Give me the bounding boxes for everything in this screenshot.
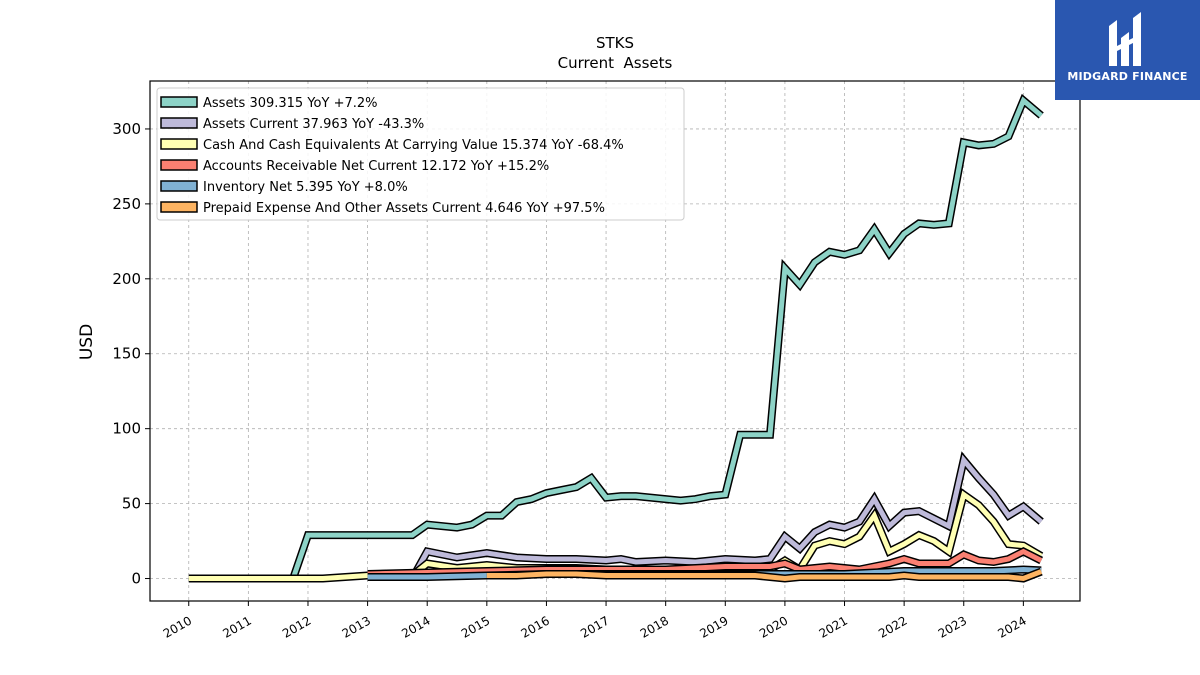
x-tick-label: 2021 (817, 613, 850, 640)
legend-swatch (160, 117, 198, 129)
x-tick-label: 2019 (697, 613, 730, 640)
x-tick-label: 2016 (518, 613, 551, 640)
y-tick-label: 0 (131, 570, 141, 588)
y-tick-label: 100 (112, 420, 141, 438)
legend: Assets 309.315 YoY +7.2% Assets Current 3… (156, 87, 685, 221)
y-tick-label: 300 (112, 120, 141, 138)
x-tick-label: 2020 (757, 613, 790, 640)
y-tick-label: 250 (112, 195, 141, 213)
legend-box (156, 87, 685, 221)
legend-swatch (160, 159, 198, 171)
x-axis-ticks: 2010 2011 2012 2013 2014 2015 2016 2017 2018 2019… (161, 601, 1029, 641)
legend-label: Assets 309.315 YoY +7.2% (203, 96, 378, 111)
legend-swatch (160, 201, 198, 213)
x-tick-label: 2017 (578, 613, 611, 640)
series-lines (188, 93, 1044, 583)
legend-swatch (160, 138, 198, 150)
y-tick-label: 200 (112, 270, 141, 288)
legend-swatch (160, 180, 198, 192)
series-1-line (410, 454, 1043, 580)
y-tick-label: 50 (122, 495, 141, 513)
x-tick-label: 2024 (995, 613, 1028, 640)
x-tick-label: 2010 (161, 613, 194, 640)
brand-mark-icon (1109, 12, 1141, 66)
legend-label: Accounts Receivable Net Current 12.172 Y… (203, 159, 549, 174)
plot-frame (149, 80, 1081, 602)
x-tick-label: 2023 (936, 613, 969, 640)
x-tick-label: 2013 (340, 613, 373, 640)
x-tick-label: 2011 (220, 613, 253, 640)
brand-logo: MIDGARD FINANCE (1055, 0, 1200, 100)
legend-label: Assets Current 37.963 YoY -43.3% (203, 117, 424, 132)
legend-label: Cash And Cash Equivalents At Carrying Va… (203, 138, 624, 153)
y-axis-ticks: 0 50 100 150 200 250 300 (112, 120, 150, 588)
series-0-line (290, 96, 1043, 580)
y-axis-label: USD (77, 324, 97, 360)
y-tick-label: 150 (112, 345, 141, 363)
series-3-line (367, 548, 1043, 577)
chart-subtitle: Current Assets (558, 54, 673, 72)
x-tick-label: 2018 (638, 613, 671, 640)
chart-title: STKS (596, 34, 634, 52)
x-tick-label: 2022 (876, 613, 909, 640)
x-tick-label: 2014 (399, 613, 432, 640)
legend-label: Inventory Net 5.395 YoY +8.0% (203, 180, 408, 195)
brand-name: MIDGARD FINANCE (1067, 70, 1188, 83)
x-tick-label: 2012 (280, 613, 313, 640)
legend-swatch (160, 96, 198, 108)
x-tick-label: 2015 (459, 613, 492, 640)
series-5-line (486, 569, 1043, 582)
legend-label: Prepaid Expense And Other Assets Current… (203, 201, 605, 216)
